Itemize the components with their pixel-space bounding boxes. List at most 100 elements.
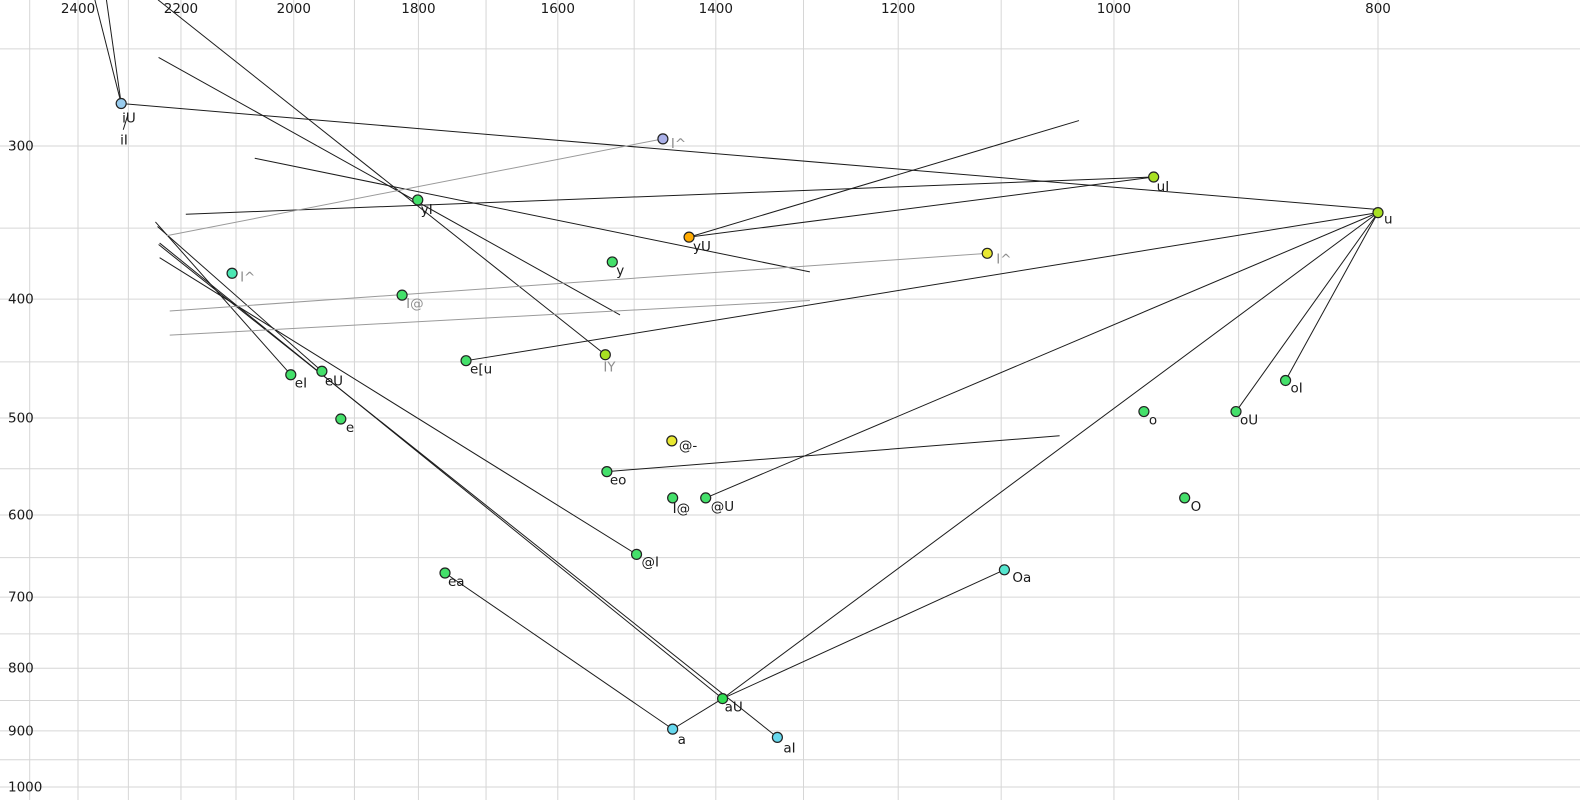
vowel-point[interactable]: [716, 692, 729, 705]
vowel-label: o: [1149, 413, 1157, 429]
trajectory-line: [155, 221, 292, 376]
y-axis-tick-label: 600: [8, 508, 34, 524]
x-axis-tick-label: 2400: [61, 1, 95, 17]
x-axis-tick-label: 800: [1365, 1, 1391, 17]
vowel-label: u: [1384, 212, 1393, 228]
vowel-label: eo: [610, 473, 627, 489]
vowel-point[interactable]: [630, 548, 643, 560]
vowel-label: I^: [996, 251, 1011, 267]
vowel-point[interactable]: [316, 365, 328, 377]
vowel-label: e: [346, 420, 354, 436]
vowel-point[interactable]: [396, 289, 408, 301]
vowel-label: yU: [693, 239, 711, 255]
vowel-point[interactable]: [998, 564, 1011, 576]
x-axis-tick-label: 2200: [164, 1, 198, 17]
y-axis-tick-label: 500: [8, 410, 34, 426]
trajectory-line: [185, 176, 1154, 215]
vowel-point[interactable]: [666, 435, 678, 447]
vowel-point[interactable]: [439, 567, 451, 579]
vowel-point[interactable]: [981, 247, 993, 259]
trajectory-line: [157, 0, 606, 356]
trajectory-line-gray: [169, 252, 988, 312]
vowel-point[interactable]: [771, 731, 783, 743]
vowel-point[interactable]: [1148, 171, 1160, 183]
trajectory-line: [444, 572, 673, 730]
trajectory-line: [158, 244, 778, 738]
trajectory-line: [254, 157, 810, 273]
trajectory-line: [158, 56, 621, 316]
vowel-label: y: [616, 263, 624, 279]
vowel-point[interactable]: [1279, 374, 1292, 387]
trajectory-line: [121, 103, 1379, 210]
vowel-label: oU: [1240, 413, 1258, 429]
vowel-point[interactable]: [1230, 405, 1242, 418]
vowel-point[interactable]: [683, 231, 695, 243]
vowel-label: I@: [406, 296, 423, 312]
trajectory-line-gray: [169, 299, 810, 336]
vowel-label: @-: [679, 438, 698, 454]
x-axis-tick-label: 1400: [699, 1, 733, 17]
vowel-point[interactable]: [115, 97, 127, 110]
vowel-label: I@: [673, 501, 690, 517]
trajectory-line: [465, 212, 1379, 362]
y-axis-tick-label: 900: [8, 723, 34, 739]
vowel-point[interactable]: [412, 194, 424, 206]
vowel-point[interactable]: [460, 355, 472, 367]
vowel-point[interactable]: [606, 256, 618, 268]
trajectory-line: [159, 242, 723, 699]
trajectory-line: [606, 435, 1060, 473]
vowel-point[interactable]: [285, 369, 297, 381]
vowel-point[interactable]: [657, 133, 669, 145]
trajectory-line: [722, 212, 1379, 699]
vowel-label: ea: [448, 574, 465, 590]
vowel-point[interactable]: [1179, 492, 1191, 504]
trajectory-line: [159, 257, 637, 555]
vowel-label: @I: [642, 554, 659, 570]
vowel-label: Oa: [1012, 570, 1031, 586]
vowel-label: iI: [120, 133, 128, 149]
trajectory-line: [688, 176, 1154, 238]
vowel-point[interactable]: [226, 267, 238, 279]
y-axis-tick-label: 400: [8, 292, 34, 308]
vowel-label: O: [1191, 499, 1202, 515]
vowel-label: @U: [711, 499, 734, 515]
y-axis-tick-label: 300: [8, 139, 34, 155]
trajectory-line: [122, 114, 129, 130]
x-axis-tick-label: 1000: [1097, 1, 1131, 17]
vowel-label: e[u: [470, 362, 492, 378]
vowel-label: yI: [421, 202, 433, 218]
trajectory-line: [722, 569, 1005, 700]
y-axis-tick-label: 800: [8, 661, 34, 677]
vowel-point[interactable]: [1138, 405, 1150, 418]
vowel-point[interactable]: [1372, 207, 1384, 219]
vowel-label: uI: [1157, 179, 1170, 195]
x-axis-tick-label: 1200: [881, 1, 915, 17]
vowel-label: I^: [671, 136, 686, 152]
vowel-point[interactable]: [335, 413, 347, 425]
vowel-label: a: [678, 732, 686, 748]
vowel-point[interactable]: [667, 723, 679, 735]
vowel-label: aU: [725, 700, 743, 716]
x-axis-tick-label: 1800: [401, 1, 435, 17]
vowel-label: eI: [295, 376, 307, 392]
vowel-label: eU: [325, 373, 343, 389]
y-axis-tick-label: 1000: [8, 780, 42, 796]
trajectory-line: [105, 0, 122, 104]
vowel-point[interactable]: [700, 492, 712, 504]
x-axis-tick-label: 1600: [541, 1, 575, 17]
trajectory-line-gray: [166, 138, 664, 237]
trajectory-line: [1285, 212, 1379, 381]
vowel-point[interactable]: [599, 349, 611, 361]
x-axis-tick-label: 2000: [277, 1, 311, 17]
vowel-point[interactable]: [601, 466, 613, 478]
trajectory-line: [672, 698, 723, 730]
trajectory-line: [688, 120, 1080, 238]
trajectory-line: [157, 226, 323, 372]
vowel-point[interactable]: [667, 492, 679, 504]
vowel-label: IY: [603, 360, 616, 376]
trajectory-line: [94, 0, 122, 104]
vowel-label: aI: [783, 740, 795, 756]
trajectory-line: [705, 212, 1379, 499]
